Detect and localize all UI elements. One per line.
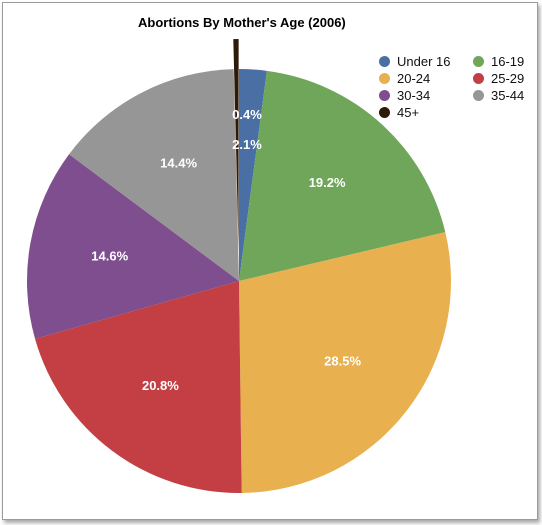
legend-label: 45+ xyxy=(397,104,420,120)
legend-label: 16-19 xyxy=(491,53,525,69)
pie-slice-16-19 xyxy=(239,70,446,282)
data-label-25-29: 20.8% xyxy=(142,378,179,393)
legend-item: 20-24 xyxy=(379,70,473,86)
legend-item: Under 16 xyxy=(379,53,473,69)
pie-slice-35-44 xyxy=(69,69,239,281)
legend: Under 16 16-19 20-24 25-29 30-34 35-44 45+ xyxy=(379,53,537,120)
pie-slice-20-24 xyxy=(239,232,452,493)
chart-frame: Abortions By Mother's Age (2006) 2.1% 19.… xyxy=(2,2,538,520)
legend-swatch xyxy=(379,72,390,84)
legend-swatch xyxy=(473,72,484,84)
legend-swatch xyxy=(473,55,484,67)
legend-label: 20-24 xyxy=(397,70,431,86)
legend-item: 25-29 xyxy=(473,70,537,86)
chart-title: Abortions By Mother's Age (2006) xyxy=(138,15,346,30)
legend-label: 35-44 xyxy=(491,87,525,103)
legend-swatch xyxy=(379,89,390,101)
pie-slice-45 xyxy=(233,39,239,252)
legend-label: 25-29 xyxy=(491,70,525,86)
legend-item: 45+ xyxy=(379,104,473,120)
data-label-35-44: 14.4% xyxy=(160,156,197,171)
legend-swatch xyxy=(473,89,484,101)
pie-slice-25-29 xyxy=(35,281,242,494)
legend-item: 16-19 xyxy=(473,53,537,69)
legend-item: 35-44 xyxy=(473,87,537,103)
data-label-16-19: 19.2% xyxy=(309,175,346,190)
legend-label: Under 16 xyxy=(397,53,451,69)
legend-swatch xyxy=(379,55,390,67)
data-label-45: 0.4% xyxy=(232,107,262,122)
data-label-under-16: 2.1% xyxy=(232,137,262,152)
data-label-30-34: 14.6% xyxy=(91,249,128,264)
legend-label: 30-34 xyxy=(397,87,431,103)
legend-item: 30-34 xyxy=(379,87,473,103)
legend-swatch xyxy=(379,106,390,118)
pie-slice-under-16 xyxy=(239,69,267,281)
pie-slice-30-34 xyxy=(26,154,239,339)
pie-chart: 2.1% 19.2% 28.5% 20.8% 14.6% 14.4% 0.4% xyxy=(26,39,452,494)
data-label-20-24: 28.5% xyxy=(324,353,361,368)
